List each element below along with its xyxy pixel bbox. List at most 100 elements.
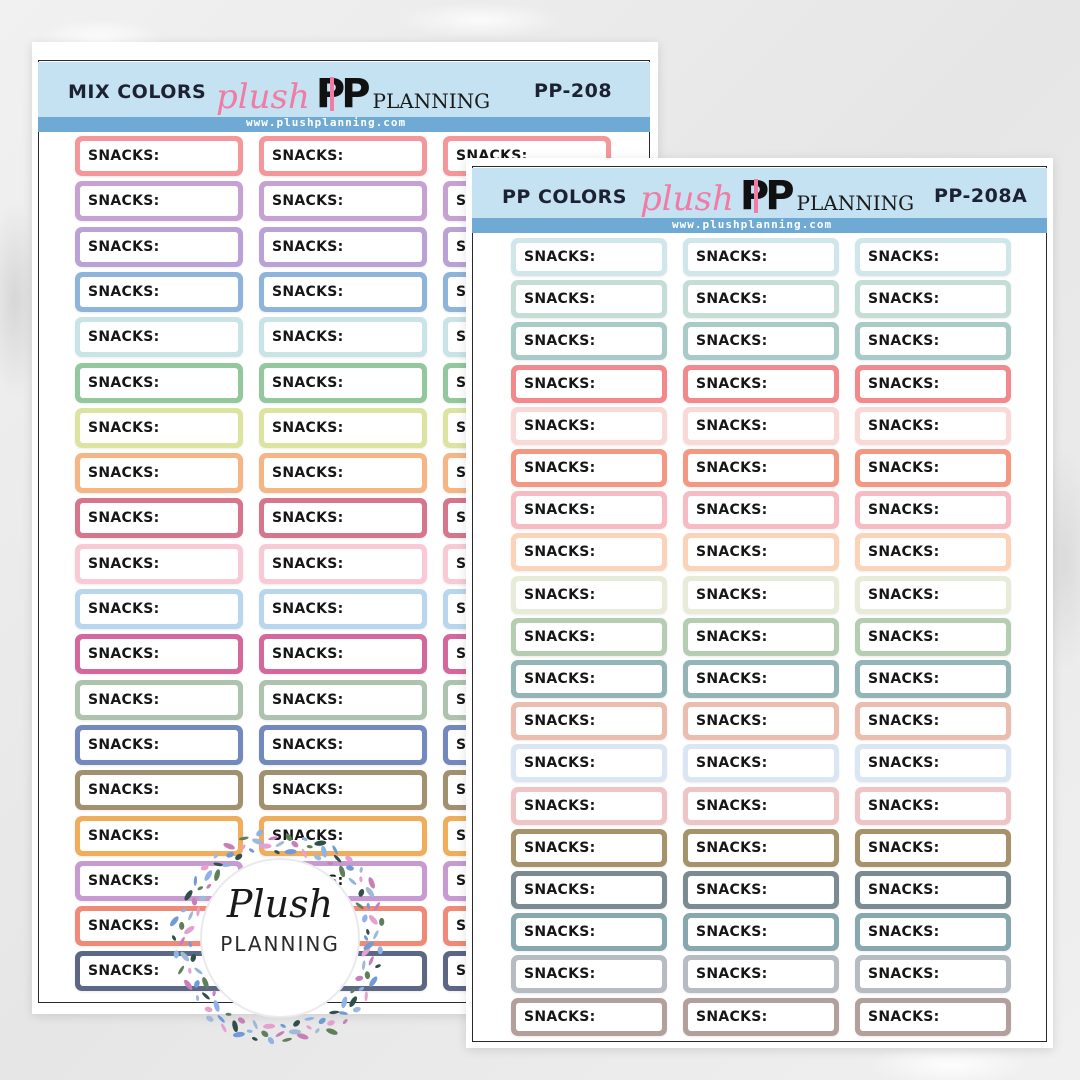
sticker-label: SNACKS: xyxy=(868,713,940,730)
snacks-sticker: SNACKS: xyxy=(683,955,839,994)
sticker-writing-area: SNACKS: xyxy=(688,622,834,651)
snacks-sticker: SNACKS: xyxy=(511,280,667,319)
wreath-leaf xyxy=(339,865,346,878)
sticker-writing-area: SNACKS: xyxy=(264,141,422,171)
snacks-sticker: SNACKS: xyxy=(511,997,667,1036)
sticker-writing-area: SNACKS: xyxy=(688,454,834,482)
wreath-leaf xyxy=(359,866,363,873)
wreath-leaf xyxy=(301,848,307,859)
wreath-leaf xyxy=(200,864,209,871)
wreath-leaf xyxy=(280,1023,286,1028)
snacks-sticker: SNACKS: xyxy=(75,181,243,222)
sticker-writing-area: SNACKS: xyxy=(860,918,1006,947)
snacks-sticker: SNACKS: xyxy=(683,744,839,783)
sticker-label: SNACKS: xyxy=(868,671,940,687)
sticker-writing-area: SNACKS: xyxy=(860,580,1006,609)
sticker-writing-area: SNACKS: xyxy=(860,285,1006,314)
sticker-writing-area: SNACKS: xyxy=(516,369,662,398)
wreath-leaf xyxy=(184,979,193,990)
sticker-label: SNACKS: xyxy=(524,291,596,308)
snacks-sticker: SNACKS: xyxy=(855,871,1011,909)
logo-planning-text: PLANNING xyxy=(796,191,915,215)
sheet-sku: PP-208A xyxy=(934,185,1028,207)
wreath-leaf xyxy=(341,996,348,1009)
wreath-leaf xyxy=(326,1028,338,1035)
wreath-leaf xyxy=(268,836,278,841)
snacks-sticker: SNACKS: xyxy=(855,280,1011,319)
sticker-writing-area: SNACKS: xyxy=(688,960,834,989)
wreath-leaf xyxy=(202,977,209,989)
sticker-writing-area: SNACKS: xyxy=(264,186,422,217)
sticker-label: SNACKS: xyxy=(88,827,160,844)
sticker-label: SNACKS: xyxy=(868,882,940,898)
sticker-label: SNACKS: xyxy=(868,755,940,772)
snacks-sticker: SNACKS: xyxy=(683,617,839,656)
sticker-label: SNACKS: xyxy=(868,375,940,392)
sticker-writing-area: SNACKS: xyxy=(80,276,238,307)
sticker-writing-area: SNACKS: xyxy=(516,327,662,356)
sheet-header: MIX COLORS plush PP PLANNING PP-208 www.… xyxy=(38,62,650,132)
wreath-leaf xyxy=(306,1025,312,1030)
sticker-writing-area: SNACKS: xyxy=(688,749,834,778)
sticker-writing-area: SNACKS: xyxy=(688,285,834,314)
logo-plush-text: plush xyxy=(640,179,734,219)
sticker-label: SNACKS: xyxy=(696,839,768,856)
wreath-leaf xyxy=(191,897,198,906)
sticker-writing-area: SNACKS: xyxy=(688,833,834,862)
snacks-sticker: SNACKS: xyxy=(259,679,427,720)
sticker-label: SNACKS: xyxy=(696,755,768,772)
sticker-label: SNACKS: xyxy=(524,417,596,434)
sticker-label: SNACKS: xyxy=(88,238,160,255)
wreath-leaf xyxy=(349,996,358,1008)
wreath-leaf xyxy=(355,975,364,982)
snacks-sticker: SNACKS: xyxy=(511,491,667,530)
sticker-writing-area: SNACKS: xyxy=(516,665,662,693)
wreath-leaf xyxy=(194,967,203,975)
snacks-sticker: SNACKS: xyxy=(75,589,243,629)
sticker-writing-area: SNACKS: xyxy=(688,327,834,356)
sticker-writing-area: SNACKS: xyxy=(80,412,238,443)
wreath-leaf xyxy=(193,875,198,886)
sticker-writing-area: SNACKS: xyxy=(264,503,422,534)
sticker-writing-area: SNACKS: xyxy=(688,791,834,820)
wreath-leaf xyxy=(180,951,190,962)
wreath-leaf xyxy=(188,967,192,974)
sticker-writing-area: SNACKS: xyxy=(264,231,422,262)
wreath-leaf xyxy=(366,928,370,935)
snacks-sticker: SNACKS: xyxy=(511,828,667,867)
wreath-leaf xyxy=(267,1036,275,1045)
sticker-writing-area: SNACKS: xyxy=(516,1002,662,1031)
wreath-leaf xyxy=(327,861,334,866)
wreath-leaf xyxy=(345,855,353,862)
sticker-label: SNACKS: xyxy=(88,193,160,210)
sticker-label: SNACKS: xyxy=(88,872,160,889)
wreath-leaf xyxy=(348,877,357,885)
sticker-label: SNACKS: xyxy=(88,465,160,482)
wreath-leaf xyxy=(375,964,381,969)
wreath-leaf xyxy=(170,916,179,927)
sticker-label: SNACKS: xyxy=(524,966,596,983)
snacks-sticker: SNACKS: xyxy=(683,406,839,445)
wreath-leaf xyxy=(237,1017,246,1024)
wreath-leaf xyxy=(321,845,327,858)
snacks-sticker: SNACKS: xyxy=(259,634,427,675)
wreath-leaf xyxy=(261,1030,269,1038)
wreath-leaf xyxy=(213,853,219,859)
snacks-sticker: SNACKS: xyxy=(511,533,667,572)
sticker-writing-area: SNACKS: xyxy=(688,369,834,398)
wreath-leaf xyxy=(173,950,179,959)
snacks-sticker: SNACKS: xyxy=(683,575,839,614)
wreath-leaf xyxy=(282,1037,292,1042)
snacks-sticker: SNACKS: xyxy=(855,322,1011,361)
sticker-label: SNACKS: xyxy=(524,333,596,350)
snacks-sticker: SNACKS: xyxy=(511,617,667,656)
wreath-leaf xyxy=(379,917,385,926)
wreath-leaf xyxy=(246,1029,253,1033)
sticker-writing-area: SNACKS: xyxy=(860,665,1006,693)
sticker-writing-area: SNACKS: xyxy=(264,367,422,398)
wreath-leaf xyxy=(232,1031,245,1038)
sticker-writing-area: SNACKS: xyxy=(80,639,238,670)
sticker-writing-area: SNACKS: xyxy=(264,594,422,624)
wreath-leaf xyxy=(238,836,249,841)
wreath-leaf xyxy=(366,902,370,909)
